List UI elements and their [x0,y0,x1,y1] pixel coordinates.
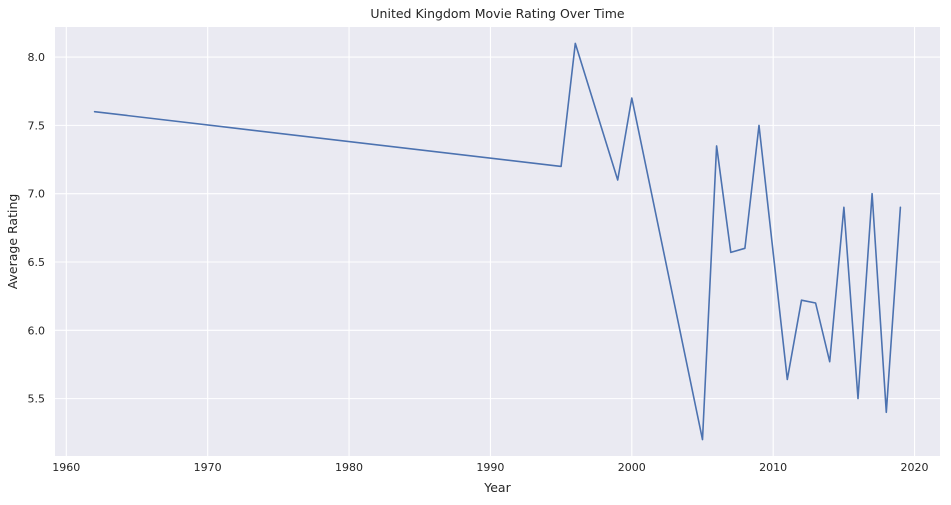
series-layer [93,42,902,441]
tick-labels: 1960 1970 1980 1990 2000 2010 2020 5.5 6.0 6.5 7.0… [28,51,929,474]
y-tick-label: 7.0 [28,188,46,201]
x-tick-label: 1980 [335,461,363,474]
chart-title: United Kingdom Movie Rating Over Time [370,6,624,21]
y-tick-label: 5.5 [28,393,46,406]
plot-area [55,27,940,456]
x-tick-label: 1970 [194,461,222,474]
x-axis-label: Year [483,480,511,495]
y-tick-label: 8.0 [28,51,46,64]
series-line [93,42,902,441]
x-tick-label: 2010 [759,461,787,474]
x-tick-label: 2020 [901,461,929,474]
grid-lines [55,27,940,456]
y-tick-label: 7.5 [28,119,46,132]
y-axis-label: Average Rating [5,194,20,290]
x-tick-label: 1960 [52,461,80,474]
x-tick-label: 2000 [618,461,646,474]
y-tick-label: 6.5 [28,256,46,269]
y-tick-label: 6.0 [28,324,46,337]
x-tick-label: 1990 [476,461,504,474]
